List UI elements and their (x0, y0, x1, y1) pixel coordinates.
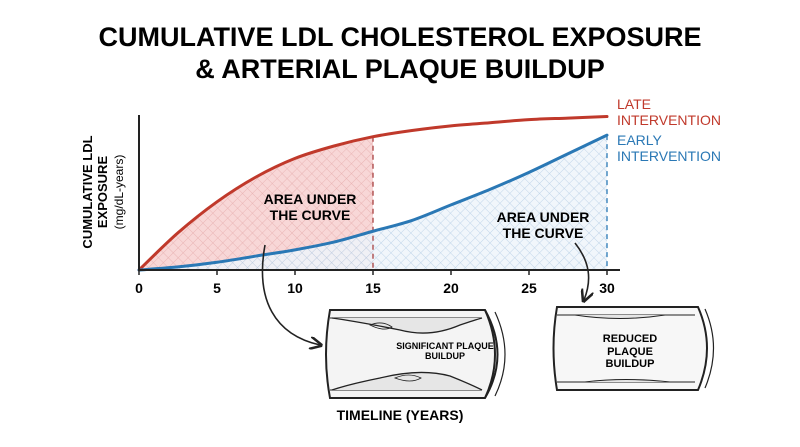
x-axis-label: TIMELINE (YEARS) (337, 407, 464, 423)
series-line (137, 133, 609, 272)
x-tick-label: 5 (213, 280, 221, 296)
x-tick-label: 0 (135, 280, 143, 296)
x-tick-label: 20 (443, 280, 459, 296)
y-axis-label: CUMULATIVE LDL EXPOSURE (mg/dL-years) (80, 135, 126, 248)
y-label-line: CUMULATIVE LDL (80, 135, 95, 248)
chart-title: & ARTERIAL PLAQUE BUILDUP (195, 54, 605, 84)
area-fill (139, 135, 607, 270)
x-tick-label: 15 (365, 280, 381, 296)
annotation: SIGNIFICANT PLAQUE BUILDUP (396, 341, 494, 362)
y-label-line: EXPOSURE (95, 156, 110, 229)
x-tick-label: 30 (599, 280, 615, 296)
legend-label: LATE INTERVENTION (617, 96, 721, 129)
plot-layer (137, 115, 609, 272)
arrow (261, 244, 320, 345)
artery-significant (325, 309, 506, 399)
y-label-line: (mg/dL-years) (112, 155, 126, 230)
legend-label: EARLY INTERVENTION (617, 132, 721, 165)
x-tick-label: 10 (287, 280, 303, 296)
artery-reduced (552, 306, 715, 391)
series-line (137, 115, 609, 272)
annotation: REDUCED PLAQUE BUILDUP (602, 333, 658, 371)
chart-title: CUMULATIVE LDL CHOLESTEROL EXPOSURE (98, 22, 701, 52)
annotation: AREA UNDER THE CURVE (496, 209, 590, 242)
x-tick-label: 25 (521, 280, 537, 296)
area-fill (139, 136, 373, 270)
arrow (574, 242, 589, 300)
annotation: AREA UNDER THE CURVE (263, 191, 357, 224)
